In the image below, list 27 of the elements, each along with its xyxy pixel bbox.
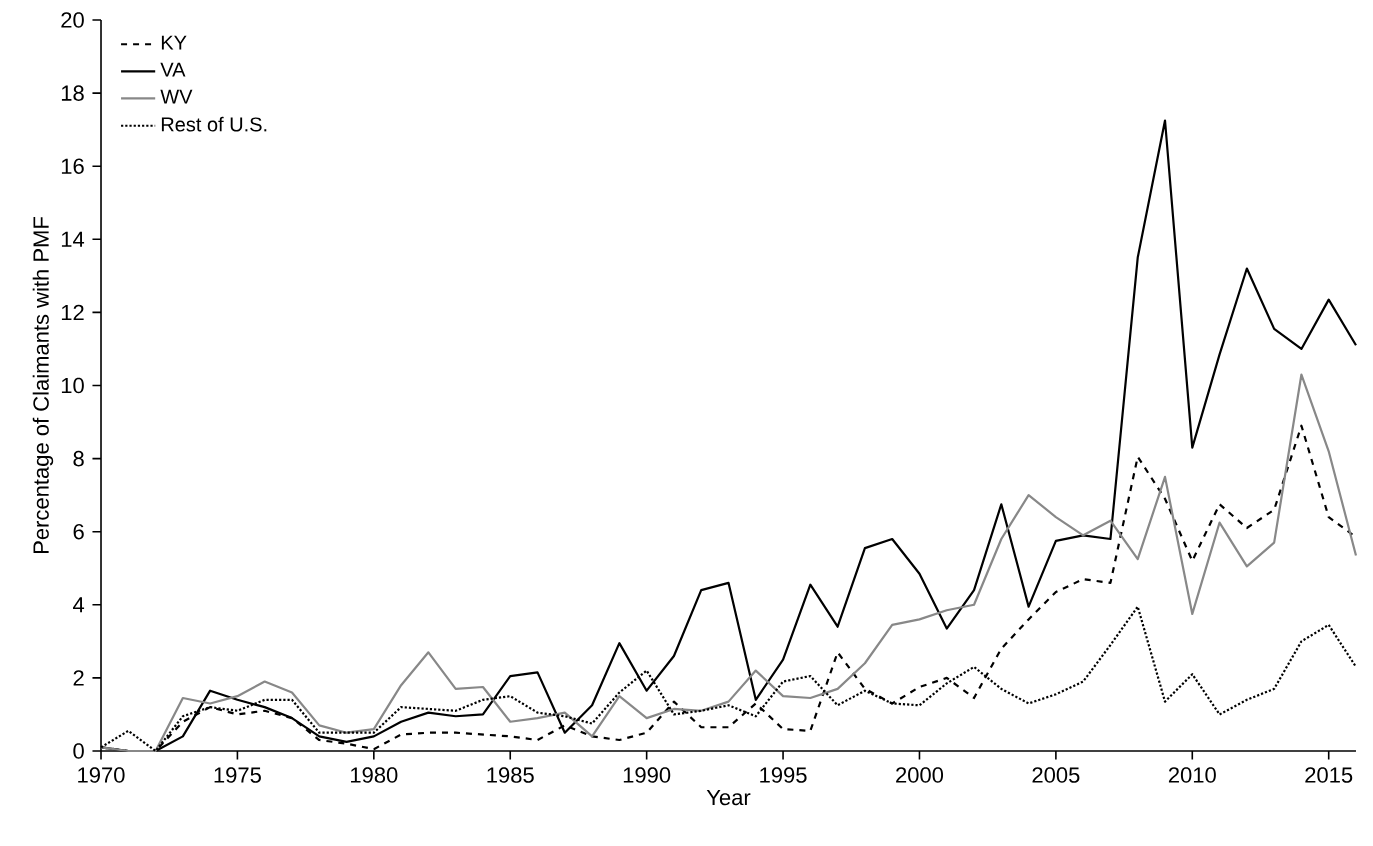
legend-label: Rest of U.S. bbox=[161, 116, 267, 132]
y-tick-label: 16 bbox=[61, 158, 84, 174]
legend-label: WV bbox=[160, 89, 193, 104]
x-tick-label: 1980 bbox=[351, 767, 398, 783]
y-tick-label: 14 bbox=[61, 231, 85, 247]
y-tick-label: 6 bbox=[73, 523, 84, 540]
x-axis-title: Year bbox=[706, 789, 751, 806]
y-tick-label: 8 bbox=[73, 450, 84, 467]
y-tick-label: 12 bbox=[61, 304, 84, 321]
y-tick-label: 2 bbox=[73, 670, 84, 686]
x-tick-label: 2000 bbox=[896, 767, 944, 783]
x-tick-label: 2005 bbox=[1032, 767, 1080, 783]
y-tick-label: 10 bbox=[61, 377, 84, 394]
x-tick-label: 2015 bbox=[1305, 767, 1353, 783]
legend-label: VA bbox=[160, 62, 186, 77]
x-tick-label: 1985 bbox=[487, 767, 534, 783]
y-axis-title: Percentage of Claimants with PMF bbox=[32, 217, 54, 554]
x-tick-label: 2010 bbox=[1168, 767, 1216, 783]
y-tick-label: 4 bbox=[73, 597, 85, 613]
x-tick-label: 1990 bbox=[623, 767, 671, 783]
x-tick-label: 1970 bbox=[78, 767, 125, 783]
y-tick-label: 20 bbox=[61, 12, 84, 28]
y-tick-label: 0 bbox=[73, 743, 84, 759]
y-tick-label: 18 bbox=[61, 85, 84, 101]
legend-label: KY bbox=[161, 35, 187, 50]
x-tick-label: 1995 bbox=[760, 767, 807, 783]
x-tick-label: 1975 bbox=[214, 767, 261, 783]
